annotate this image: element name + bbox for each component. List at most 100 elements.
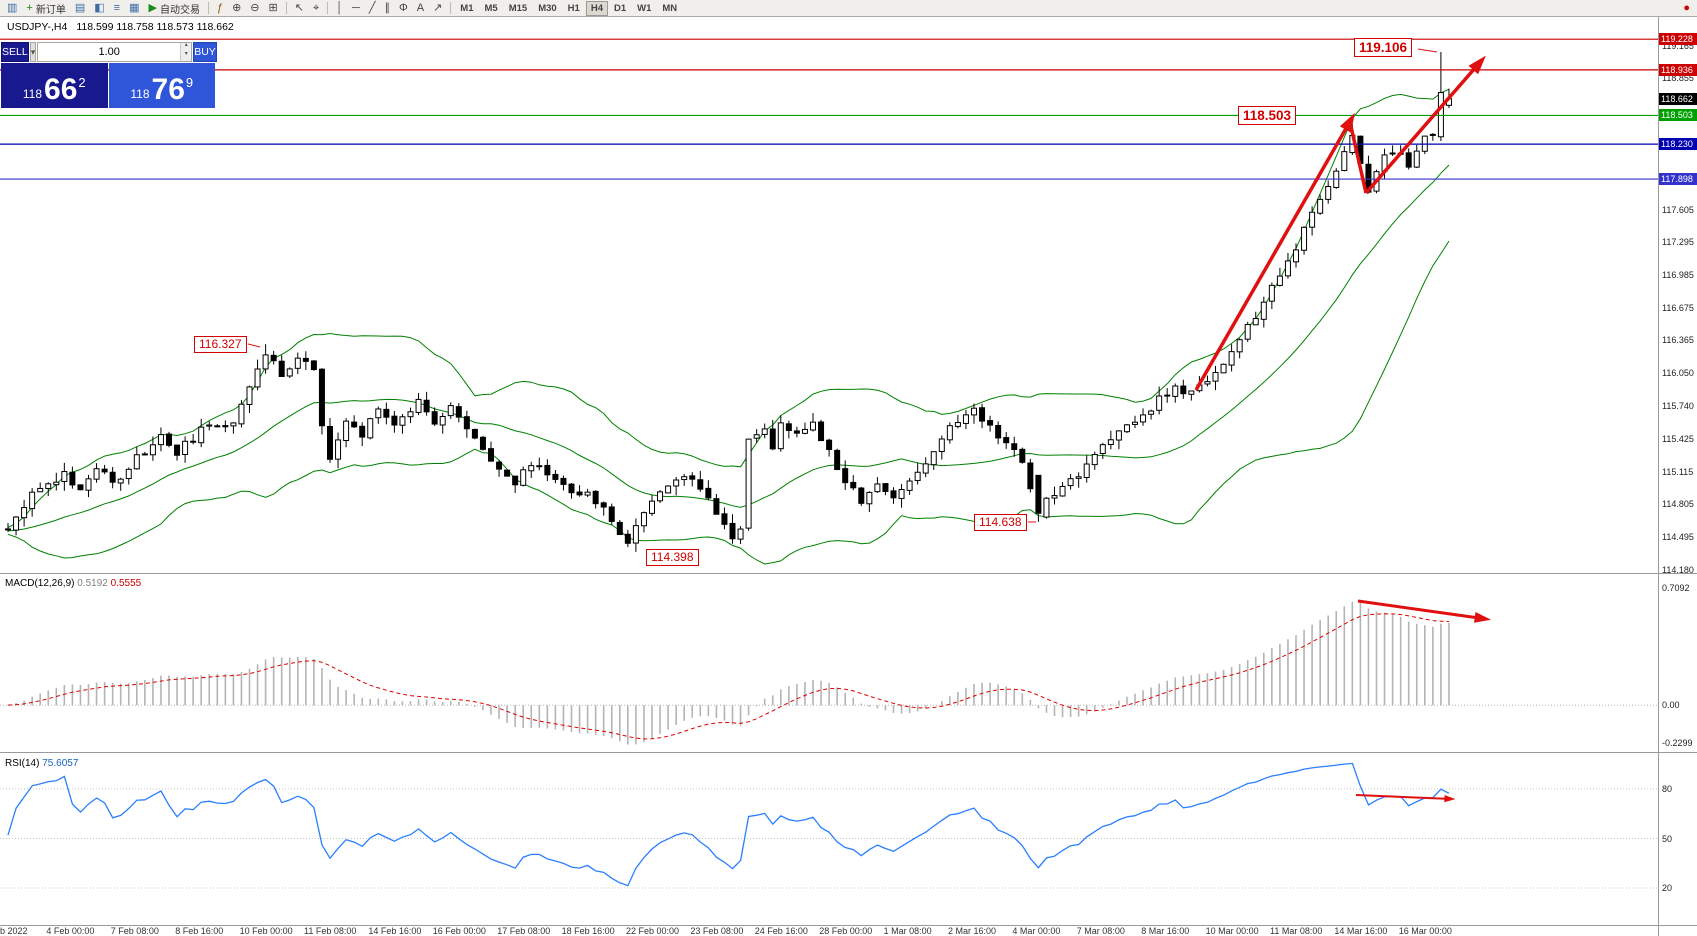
channel-button[interactable]: ∥ xyxy=(380,1,394,16)
timeframe-m15-button-label: M15 xyxy=(508,2,528,14)
time-axis-label: 18 Feb 16:00 xyxy=(561,926,615,936)
timeframe-m30-button[interactable]: M30 xyxy=(533,1,561,16)
trendline-icon: ╱ xyxy=(368,1,376,14)
time-axis-label: 10 Feb 00:00 xyxy=(239,926,293,936)
cursor-button[interactable]: ↖ xyxy=(291,1,308,16)
zoom-in-button[interactable]: ⊕ xyxy=(228,1,245,16)
horizontal-line-icon: ─ xyxy=(352,1,360,14)
buy-price[interactable]: 118 76 9 xyxy=(108,63,215,108)
record-button[interactable]: ● xyxy=(1679,1,1694,16)
time-axis-label: 10 Mar 00:00 xyxy=(1205,926,1259,936)
time-axis-label: 22 Feb 00:00 xyxy=(626,926,680,936)
timeframe-w1-button-label: W1 xyxy=(637,2,652,14)
fibonacci-button[interactable]: Φ xyxy=(395,1,412,16)
price-callout: 116.327 xyxy=(194,336,247,353)
time-axis-label: 3 Feb 2022 xyxy=(0,926,28,936)
navigator-icon: ≡ xyxy=(113,1,121,14)
toolbar: ▥ + 新订单 ▤ ◧ ≡ ▦ ▶ 自动交易 ƒ ⊕ ⊖ ⊞ ↖ ⌖ │ ─ ╱ ∥ Φ A ↗ M1 M5 M15 M30 H1 H… xyxy=(0,0,1697,17)
vertical-line-button[interactable]: │ xyxy=(332,1,347,16)
price-axis-label: 116.985 xyxy=(1662,270,1694,281)
time-axis-label: 8 Mar 16:00 xyxy=(1141,926,1190,936)
channel-icon: ∥ xyxy=(384,1,390,14)
autotrading-button-label: 自动交易 xyxy=(159,4,200,16)
profiles-button[interactable]: ▤ xyxy=(71,1,89,16)
price-axis-flag: 119.228 xyxy=(1659,33,1697,46)
macd-label: MACD(12,26,9) 0.5192 0.5555 xyxy=(5,578,141,589)
indicators-button[interactable]: ƒ xyxy=(213,1,227,16)
sell-button[interactable]: SELL xyxy=(1,42,29,62)
timeframe-h1-button-label: H1 xyxy=(567,2,580,14)
fibonacci-icon: Φ xyxy=(398,1,408,14)
price-axis-label: 114.495 xyxy=(1662,531,1694,542)
volume-decrease-button[interactable]: ▾ xyxy=(181,51,192,61)
zoom-in-icon: ⊕ xyxy=(232,1,242,14)
timeframe-m15-button[interactable]: M15 xyxy=(504,1,532,16)
zoom-out-button[interactable]: ⊖ xyxy=(246,1,263,16)
time-axis-label: 8 Feb 16:00 xyxy=(175,926,224,936)
buy-button[interactable]: BUY xyxy=(193,42,217,62)
arrows-button[interactable]: ↗ xyxy=(429,1,446,16)
market-watch-button[interactable]: ◧ xyxy=(90,1,108,16)
toolbar-separator xyxy=(327,2,329,14)
macd-axis-label: 0.7092 xyxy=(1662,582,1690,593)
rsi-axis-label: 50 xyxy=(1662,833,1673,844)
trendline-button[interactable]: ╱ xyxy=(365,1,380,16)
volume-field: ▴ ▾ xyxy=(37,42,193,62)
sell-price-big: 66 xyxy=(44,73,78,106)
macd-signal-value: 0.5555 xyxy=(110,578,142,589)
timeframe-m1-button-label: M1 xyxy=(460,2,474,14)
time-axis-label: 4 Mar 00:00 xyxy=(1012,926,1061,936)
autotrading-button[interactable]: ▶ 自动交易 xyxy=(144,1,203,16)
timeframe-w1-button[interactable]: W1 xyxy=(632,1,656,16)
price-axis-label: 114.805 xyxy=(1662,499,1694,510)
new-order-button[interactable]: + 新订单 xyxy=(22,1,69,16)
macd-axis-label: -0.2299 xyxy=(1662,738,1693,749)
text-button[interactable]: A xyxy=(413,1,428,16)
volume-input[interactable] xyxy=(38,43,181,61)
profiles-icon: ▤ xyxy=(74,1,86,14)
horizontal-line-button[interactable]: ─ xyxy=(348,1,364,16)
crosshair-button[interactable]: ⌖ xyxy=(309,1,323,16)
timeframe-m5-button[interactable]: M5 xyxy=(480,1,503,16)
timeframe-h4-button[interactable]: H4 xyxy=(585,0,608,16)
chevron-down-icon: ▾ xyxy=(30,46,36,57)
rsi-axis-label: 80 xyxy=(1662,784,1673,794)
sell-price-pipette: 2 xyxy=(78,75,86,90)
function-icon: ƒ xyxy=(216,1,224,14)
timeframe-m5-button-label: M5 xyxy=(484,2,498,14)
volume-increase-button[interactable]: ▴ xyxy=(181,42,192,52)
timeframe-m1-button[interactable]: M1 xyxy=(455,1,478,16)
timeframe-mn-button[interactable]: MN xyxy=(657,1,682,16)
rsi-name: RSI(14) xyxy=(5,758,40,769)
price-callout: 119.106 xyxy=(1354,38,1413,57)
time-axis-label: 14 Feb 16:00 xyxy=(368,926,422,936)
toolbar-separator xyxy=(285,2,287,14)
time-axis-label: 11 Mar 08:00 xyxy=(1270,926,1323,936)
cursor-icon: ↖ xyxy=(294,1,304,14)
timeframe-h1-button[interactable]: H1 xyxy=(563,1,585,16)
new-chart-button[interactable]: ▥ xyxy=(3,1,21,16)
zoom-out-icon: ⊖ xyxy=(250,1,260,14)
price-axis-label: 116.365 xyxy=(1662,335,1694,346)
market-watch-icon: ◧ xyxy=(94,1,105,14)
price-axis-label: 117.295 xyxy=(1662,237,1694,248)
terminal-icon: ▦ xyxy=(129,1,140,14)
time-axis-label: 28 Feb 00:00 xyxy=(819,926,873,936)
time-axis-label: 2 Mar 16:00 xyxy=(948,926,997,936)
tile-windows-button[interactable]: ⊞ xyxy=(265,1,282,16)
buy-price-big: 76 xyxy=(151,73,185,106)
terminal-button[interactable]: ▦ xyxy=(125,1,143,16)
text-icon: A xyxy=(416,1,425,14)
sell-price[interactable]: 118 66 2 xyxy=(1,63,108,108)
navigator-button[interactable]: ≡ xyxy=(110,1,124,16)
volume-dropdown-button[interactable]: ▾ xyxy=(29,42,37,62)
timeframe-d1-button[interactable]: D1 xyxy=(609,1,631,16)
timeframe-d1-button-label: D1 xyxy=(613,2,627,14)
timeframe-h4-button-label: H4 xyxy=(590,2,603,14)
price-axis-label: 115.115 xyxy=(1662,466,1694,477)
chart-title: USDJPY-,H4 118.599 118.758 118.573 118.66… xyxy=(7,21,234,33)
price-axis-flag: 118.662 xyxy=(1659,92,1697,105)
